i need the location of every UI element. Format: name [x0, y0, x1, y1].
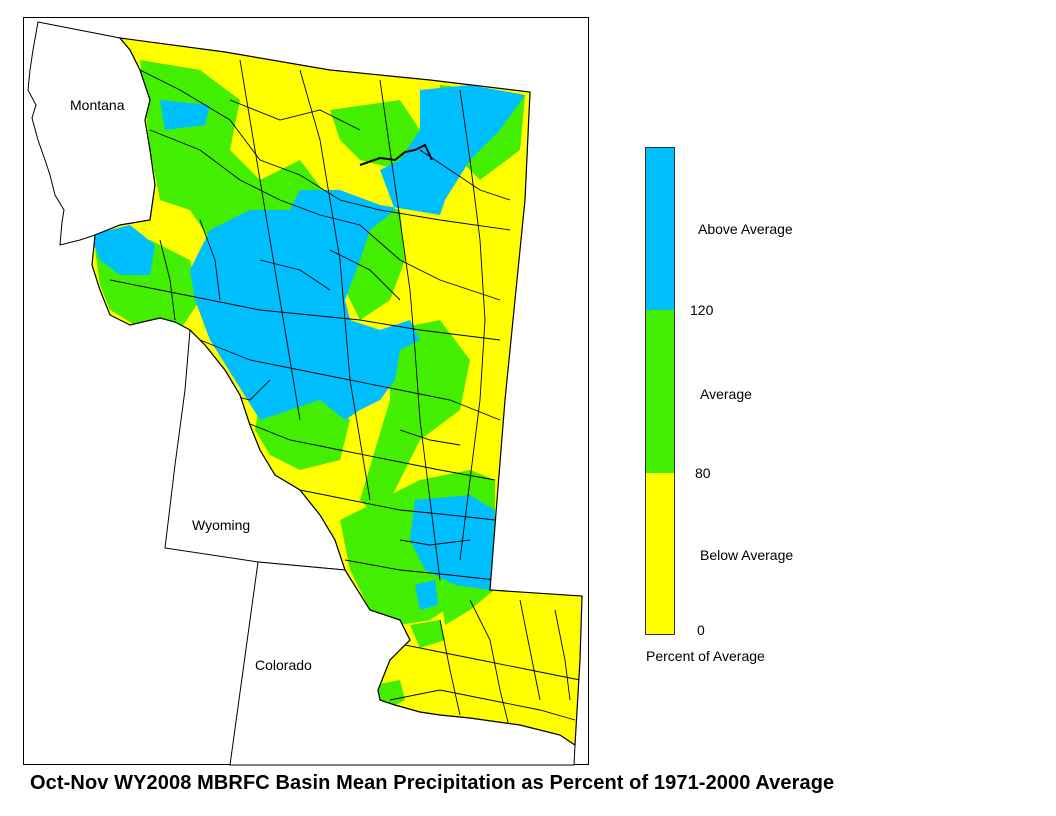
basin-outline: [91, 37, 583, 747]
legend-tick-120: 120: [690, 302, 714, 318]
legend-label-below: Below Average: [700, 547, 794, 563]
legend-swatch-above: [646, 148, 674, 310]
legend-label-average: Average: [700, 386, 752, 402]
legend-caption: Percent of Average: [646, 648, 765, 664]
legend-swatch-below: [646, 473, 674, 634]
wyoming-label: Wyoming: [192, 517, 251, 533]
map-title: Oct-Nov WY2008 MBRFC Basin Mean Precipit…: [30, 772, 835, 794]
legend-label-above: Above Average: [698, 221, 793, 237]
legend-tick-80: 80: [695, 465, 711, 481]
legend-color-bar: [645, 147, 675, 635]
legend-swatch-average: [646, 310, 674, 473]
reservoir-icon: [359, 143, 433, 166]
legend-tick-0: 0: [697, 622, 705, 638]
basin-boundaries: [109, 59, 581, 731]
montana-label: Montana: [70, 97, 125, 113]
colorado-label: Colorado: [255, 657, 312, 673]
